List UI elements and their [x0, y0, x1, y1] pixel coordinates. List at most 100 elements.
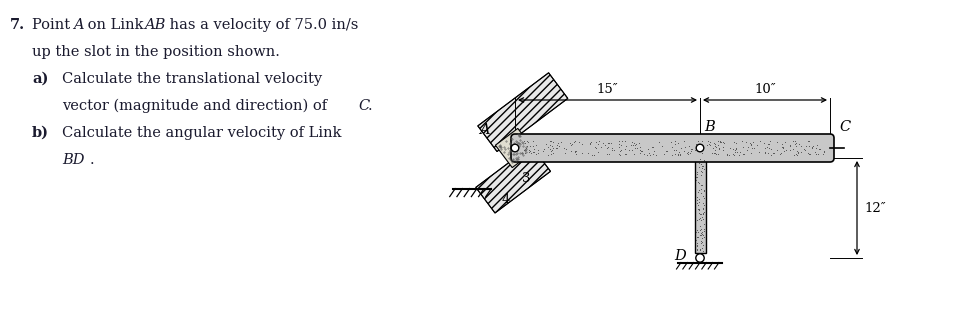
- Point: [708, 144, 723, 149]
- Point: [612, 152, 627, 157]
- Point: [589, 140, 604, 145]
- Point: [785, 138, 800, 143]
- Point: [611, 145, 626, 150]
- Text: 12″: 12″: [864, 202, 886, 214]
- Point: [629, 146, 644, 151]
- Point: [689, 235, 704, 240]
- Point: [623, 142, 638, 147]
- Point: [519, 145, 534, 150]
- Point: [695, 210, 710, 215]
- Point: [587, 152, 602, 157]
- Point: [709, 152, 724, 157]
- Point: [812, 146, 827, 151]
- Point: [769, 147, 785, 152]
- Point: [713, 139, 728, 144]
- Point: [695, 229, 710, 235]
- Point: [645, 144, 660, 149]
- Point: [721, 153, 736, 158]
- Point: [536, 147, 551, 152]
- Point: [693, 168, 708, 173]
- Point: [715, 144, 730, 149]
- Point: [589, 146, 604, 151]
- Point: [691, 196, 706, 202]
- Point: [625, 142, 640, 148]
- Point: [557, 151, 572, 156]
- Point: [691, 207, 706, 212]
- Point: [725, 152, 741, 157]
- Point: [624, 140, 639, 145]
- Point: [775, 145, 790, 150]
- Point: [782, 144, 797, 149]
- Point: [695, 151, 710, 156]
- Point: [668, 138, 683, 143]
- Point: [774, 141, 790, 147]
- Point: [801, 139, 816, 144]
- Point: [693, 212, 708, 217]
- Point: [691, 180, 706, 185]
- Point: [710, 151, 725, 156]
- Point: [617, 138, 633, 143]
- Point: [583, 140, 598, 145]
- Point: [544, 144, 559, 149]
- Text: .: .: [368, 99, 372, 113]
- Point: [690, 244, 705, 249]
- Point: [797, 148, 812, 153]
- Point: [674, 146, 689, 151]
- Point: [761, 145, 776, 150]
- Point: [690, 234, 705, 239]
- Point: [695, 232, 710, 237]
- Point: [522, 149, 537, 154]
- Point: [746, 146, 762, 151]
- Point: [593, 144, 609, 149]
- Point: [689, 247, 704, 252]
- Point: [604, 148, 619, 153]
- Point: [782, 148, 797, 153]
- Point: [706, 150, 722, 156]
- Circle shape: [511, 144, 519, 152]
- Point: [612, 149, 628, 154]
- Point: [632, 140, 647, 145]
- Point: [684, 147, 700, 152]
- Point: [663, 139, 679, 144]
- Point: [800, 139, 815, 144]
- Point: [678, 144, 693, 149]
- Point: [688, 175, 703, 180]
- Point: [520, 140, 535, 145]
- Point: [689, 175, 704, 180]
- Point: [788, 141, 803, 146]
- Point: [549, 142, 565, 148]
- Point: [696, 210, 711, 215]
- Point: [562, 141, 577, 146]
- Point: [691, 199, 706, 204]
- Point: [726, 153, 742, 158]
- Point: [736, 151, 751, 156]
- Text: 15″: 15″: [596, 83, 618, 96]
- Point: [693, 231, 708, 236]
- Point: [809, 145, 824, 150]
- Point: [694, 190, 709, 196]
- Point: [696, 202, 711, 207]
- Point: [639, 152, 655, 157]
- Point: [695, 194, 710, 199]
- Point: [580, 150, 595, 156]
- Text: 7.: 7.: [10, 18, 25, 32]
- Point: [761, 150, 776, 155]
- Point: [538, 141, 553, 146]
- Point: [584, 140, 599, 145]
- Point: [757, 145, 772, 150]
- Point: [525, 139, 541, 144]
- Point: [692, 232, 707, 237]
- Point: [568, 149, 584, 154]
- Point: [689, 171, 704, 176]
- Point: [604, 145, 619, 150]
- Point: [696, 195, 711, 200]
- Point: [695, 217, 710, 222]
- Point: [789, 141, 804, 146]
- Point: [749, 143, 765, 148]
- Point: [766, 150, 781, 155]
- Point: [791, 141, 807, 147]
- Point: [612, 138, 627, 143]
- Point: [627, 143, 642, 148]
- Point: [688, 229, 703, 235]
- Point: [679, 150, 695, 156]
